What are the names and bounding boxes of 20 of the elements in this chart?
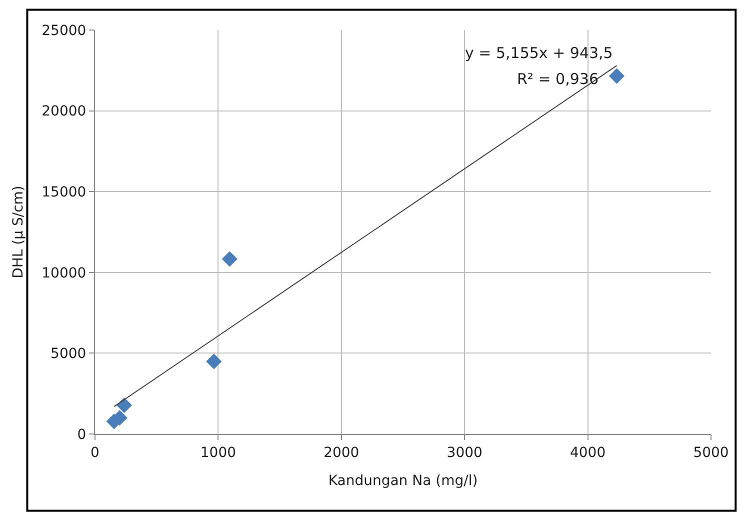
annotation: y = 5,155x + 943,5	[465, 44, 613, 62]
y-tick-label: 25000	[42, 22, 86, 39]
annotation: R² = 0,936	[517, 70, 598, 88]
point	[222, 251, 238, 267]
y-tick-label: 15000	[42, 184, 86, 200]
y-tick-label: 0	[77, 426, 86, 443]
x-tick-label: 0	[90, 444, 100, 461]
y-tick-label: 10000	[42, 265, 86, 282]
x-tick-label: 2000	[324, 444, 360, 461]
y-tick-label: 5000	[50, 346, 86, 362]
y-axis-title: DHL (µ S/cm)	[10, 186, 26, 278]
y-tick-label: 20000	[42, 104, 86, 120]
x-tick-label: 4000	[570, 444, 606, 461]
point	[206, 354, 222, 370]
x-tick-label: 5000	[693, 444, 729, 461]
point	[608, 68, 625, 84]
x-tick-label: 1000	[200, 444, 236, 461]
point	[116, 397, 132, 414]
x-tick-label: 3000	[446, 444, 482, 461]
x-axis-title: Kandungan Na (mg/l)	[328, 473, 478, 490]
